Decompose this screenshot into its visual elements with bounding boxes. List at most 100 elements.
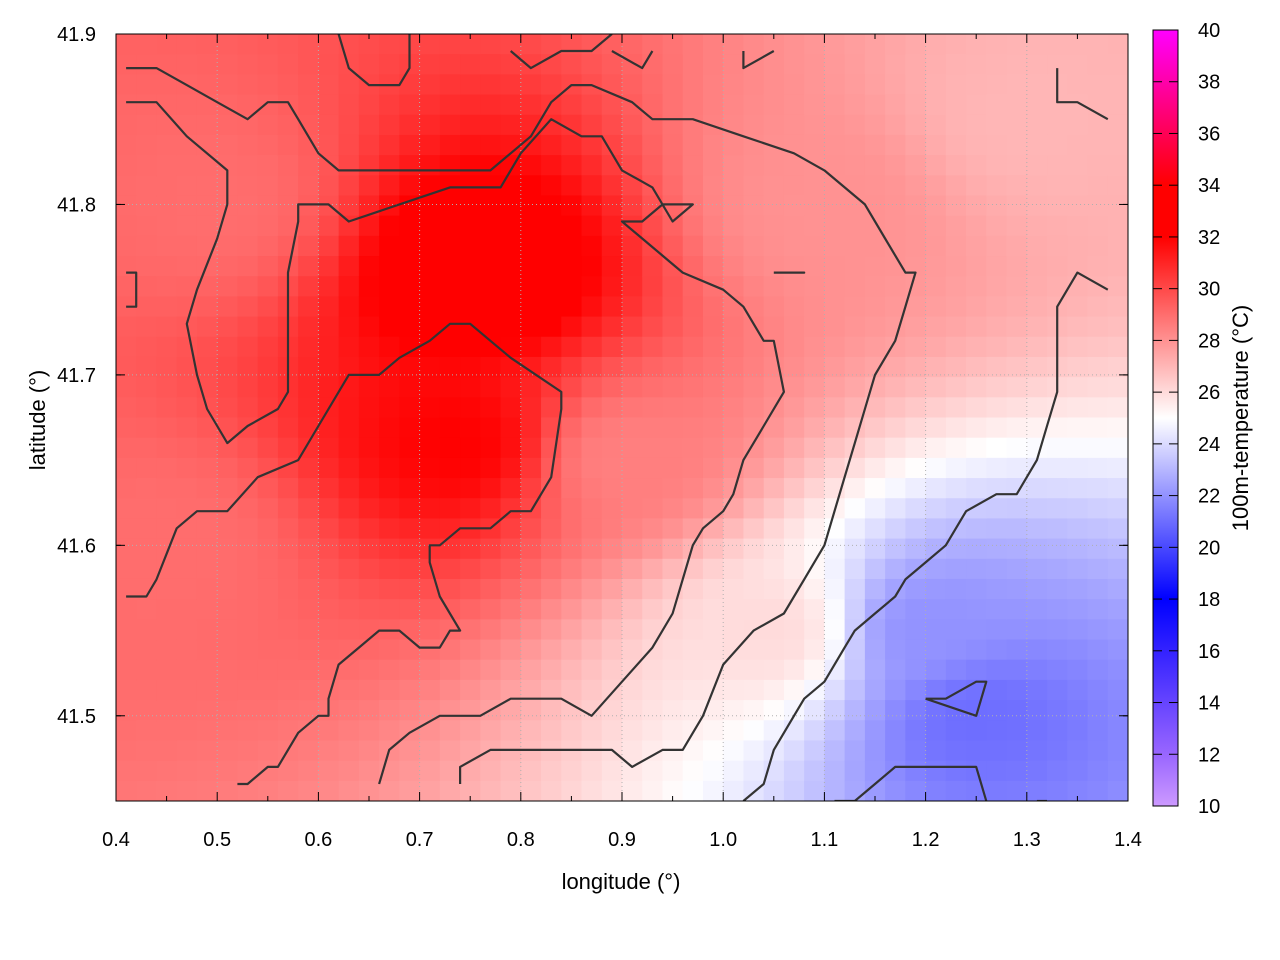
heatmap-cell — [520, 478, 542, 500]
heatmap-cell — [1026, 639, 1048, 661]
heatmap-cell — [1006, 54, 1028, 76]
heatmap-cell — [682, 518, 704, 540]
heatmap-cell — [662, 437, 684, 459]
heatmap-cell — [844, 276, 866, 298]
heatmap-cell — [925, 760, 947, 782]
heatmap-cell — [520, 155, 542, 177]
heatmap-cell — [156, 34, 178, 55]
heatmap-cell — [581, 215, 603, 237]
heatmap-cell — [338, 538, 360, 560]
heatmap-cell — [460, 195, 482, 217]
heatmap-cell — [541, 679, 563, 701]
heatmap-cell — [682, 457, 704, 479]
heatmap-cell — [399, 94, 421, 116]
heatmap-cell — [561, 114, 583, 136]
heatmap-cell — [1006, 558, 1028, 580]
heatmap-cell — [358, 679, 380, 701]
heatmap-cell — [277, 215, 299, 237]
heatmap-cell — [460, 296, 482, 318]
heatmap-cell — [460, 235, 482, 257]
heatmap-cell — [581, 659, 603, 681]
x-tick-label: 0.4 — [102, 829, 130, 851]
heatmap-cell — [601, 155, 623, 177]
heatmap-cell — [237, 175, 259, 197]
heatmap-cell — [176, 478, 198, 500]
heatmap-cell — [116, 256, 138, 278]
heatmap-cell — [986, 720, 1008, 742]
heatmap-cell — [864, 599, 886, 621]
heatmap-cell — [520, 195, 542, 217]
colorbar-tick-label: 18 — [1198, 589, 1220, 611]
heatmap-cell — [419, 619, 441, 641]
heatmap-cell — [581, 235, 603, 257]
heatmap-cell — [156, 700, 178, 722]
heatmap-cell — [116, 700, 138, 722]
heatmap-cell — [237, 195, 259, 217]
heatmap-cell — [844, 478, 866, 500]
heatmap-cell — [783, 478, 805, 500]
heatmap-cell — [925, 518, 947, 540]
heatmap-cell — [824, 457, 846, 479]
heatmap-cell — [1067, 498, 1089, 520]
heatmap-cell — [257, 94, 279, 116]
heatmap-cell — [702, 639, 724, 661]
heatmap-cell — [966, 356, 988, 378]
heatmap-cell — [864, 296, 886, 318]
heatmap-cell — [419, 397, 441, 419]
heatmap-cell — [136, 54, 158, 76]
heatmap-cell — [601, 659, 623, 681]
heatmap-cell — [702, 558, 724, 580]
heatmap-cell — [763, 619, 785, 641]
heatmap-cell — [116, 437, 138, 459]
heatmap-cell — [116, 316, 138, 338]
heatmap-cell — [237, 498, 259, 520]
heatmap-cell — [986, 518, 1008, 540]
heatmap-cell — [520, 114, 542, 136]
heatmap-cell — [277, 599, 299, 621]
heatmap-cell — [966, 437, 988, 459]
heatmap-cell — [439, 578, 461, 600]
heatmap-cell — [723, 538, 745, 560]
heatmap-cell — [1006, 700, 1028, 722]
heatmap-cell — [541, 780, 563, 801]
heatmap-cell — [824, 518, 846, 540]
heatmap-cell — [379, 54, 401, 76]
heatmap-cell — [1107, 377, 1128, 399]
colorbar-tick-label: 40 — [1198, 20, 1220, 42]
heatmap-cell — [136, 417, 158, 439]
heatmap-cell — [682, 437, 704, 459]
heatmap-cell — [581, 599, 603, 621]
heatmap-cell — [966, 659, 988, 681]
heatmap-cell — [601, 437, 623, 459]
heatmap-cell — [783, 215, 805, 237]
x-tick-label: 0.8 — [507, 829, 535, 851]
heatmap-cell — [217, 538, 239, 560]
heatmap-cell — [399, 659, 421, 681]
heatmap-cell — [1026, 54, 1048, 76]
heatmap-cell — [277, 679, 299, 701]
heatmap-cell — [257, 558, 279, 580]
heatmap-cell — [966, 619, 988, 641]
heatmap-cell — [196, 256, 218, 278]
heatmap-cell — [945, 659, 967, 681]
heatmap-cell — [176, 578, 198, 600]
heatmap-cell — [217, 478, 239, 500]
heatmap-cell — [1006, 417, 1028, 439]
heatmap-cell — [439, 336, 461, 358]
heatmap-cell — [520, 54, 542, 76]
heatmap-cell — [804, 720, 826, 742]
heatmap-cell — [581, 256, 603, 278]
heatmap-cell — [399, 377, 421, 399]
heatmap-cell — [1047, 720, 1069, 742]
heatmap-cell — [642, 356, 664, 378]
heatmap-cell — [581, 478, 603, 500]
heatmap-cell — [682, 74, 704, 96]
heatmap-cell — [1087, 356, 1109, 378]
heatmap-cell — [1087, 437, 1109, 459]
heatmap-cell — [885, 276, 907, 298]
heatmap-cell — [763, 316, 785, 338]
heatmap-cell — [642, 155, 664, 177]
heatmap-cell — [196, 356, 218, 378]
heatmap-cell — [723, 195, 745, 217]
heatmap-cell — [1026, 235, 1048, 257]
